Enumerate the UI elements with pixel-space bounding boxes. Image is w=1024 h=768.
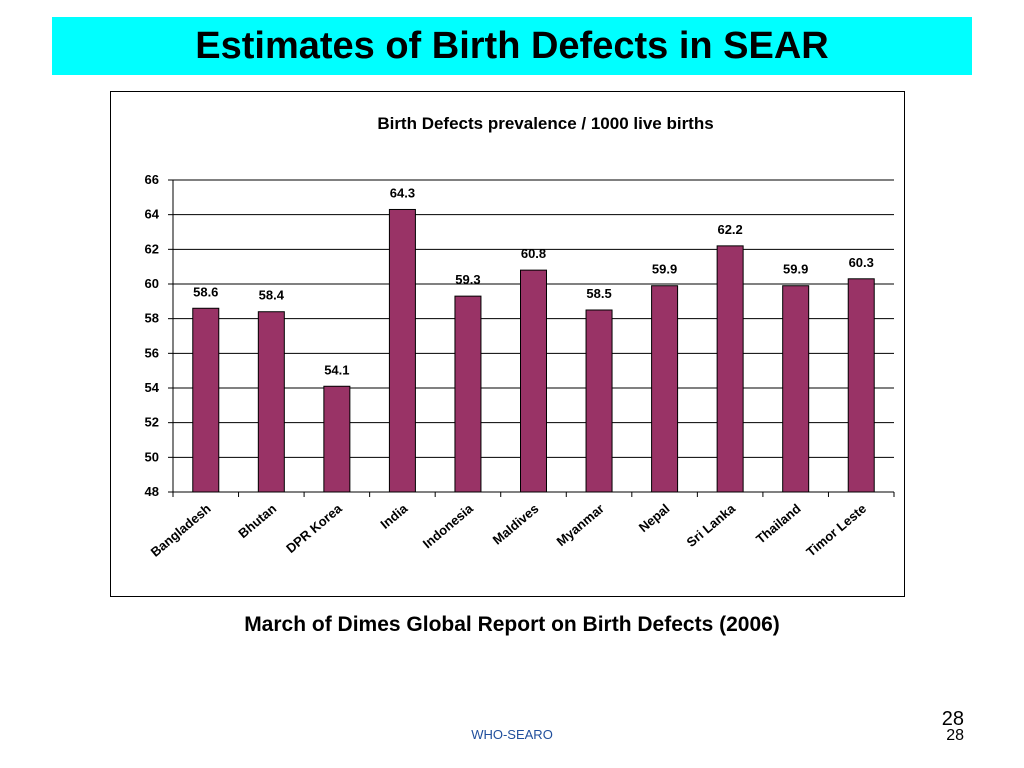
data-label: 62.2 — [717, 222, 742, 237]
x-tick-label: Maldives — [490, 501, 542, 548]
data-label: 58.5 — [586, 286, 611, 301]
x-tick-label: Nepal — [636, 501, 673, 535]
y-tick-label: 58 — [145, 311, 159, 326]
bar-dpr-korea — [323, 385, 351, 493]
y-tick-label: 66 — [145, 172, 159, 187]
y-tick-label: 52 — [145, 415, 159, 430]
data-label: 60.8 — [521, 246, 546, 261]
x-tick-label: Timor Leste — [803, 501, 869, 560]
data-label: 58.6 — [193, 284, 218, 299]
y-tick-label: 50 — [145, 449, 159, 464]
data-label: 60.3 — [849, 255, 874, 270]
x-tick-label: India — [377, 500, 410, 531]
bar-india — [388, 208, 416, 493]
y-tick-label: 62 — [145, 241, 159, 256]
x-tick-label: Bangladesh — [148, 501, 214, 560]
title-bar: Estimates of Birth Defects in SEAR — [52, 17, 972, 75]
y-tick-label: 64 — [145, 207, 160, 222]
source-caption: March of Dimes Global Report on Birth De… — [244, 613, 780, 636]
bar-sri-lanka — [716, 245, 744, 493]
bar-myanmar — [585, 309, 613, 493]
data-label: 54.1 — [324, 362, 349, 377]
footer-text: WHO-SEARO — [471, 727, 553, 742]
slide-title: Estimates of Birth Defects in SEAR — [195, 24, 829, 67]
bar-bangladesh — [192, 307, 220, 493]
x-tick-label: Thailand — [753, 501, 804, 547]
y-tick-label: 60 — [145, 276, 159, 291]
x-tick-label: DPR Korea — [283, 500, 345, 556]
page-number-top: 28 — [941, 708, 964, 730]
bar-thailand — [782, 285, 810, 493]
x-tick-label: Myanmar — [554, 501, 607, 549]
x-tick-label: Bhutan — [235, 501, 279, 541]
data-label: 64.3 — [390, 185, 415, 200]
bar-maldives — [520, 269, 547, 493]
data-label: 59.9 — [783, 262, 808, 277]
page-number-bottom: 28 — [946, 727, 964, 744]
bar-bhutan — [257, 311, 285, 493]
bar-indonesia — [454, 295, 482, 493]
bar-chart: Birth Defects prevalence / 1000 live bir… — [145, 114, 895, 560]
chart-frame: Birth Defects prevalence / 1000 live bir… — [110, 91, 905, 597]
data-label: 59.3 — [455, 272, 480, 287]
data-label: 58.4 — [259, 288, 285, 303]
y-tick-label: 56 — [145, 345, 159, 360]
x-tick-label: Indonesia — [420, 500, 477, 551]
y-tick-label: 48 — [145, 484, 159, 499]
bar-timor-leste — [847, 278, 875, 493]
bar-nepal — [651, 285, 679, 493]
data-label: 59.9 — [652, 262, 677, 277]
y-tick-label: 54 — [145, 380, 160, 395]
x-tick-label: Sri Lanka — [684, 500, 739, 550]
chart-title: Birth Defects prevalence / 1000 live bir… — [377, 114, 713, 133]
